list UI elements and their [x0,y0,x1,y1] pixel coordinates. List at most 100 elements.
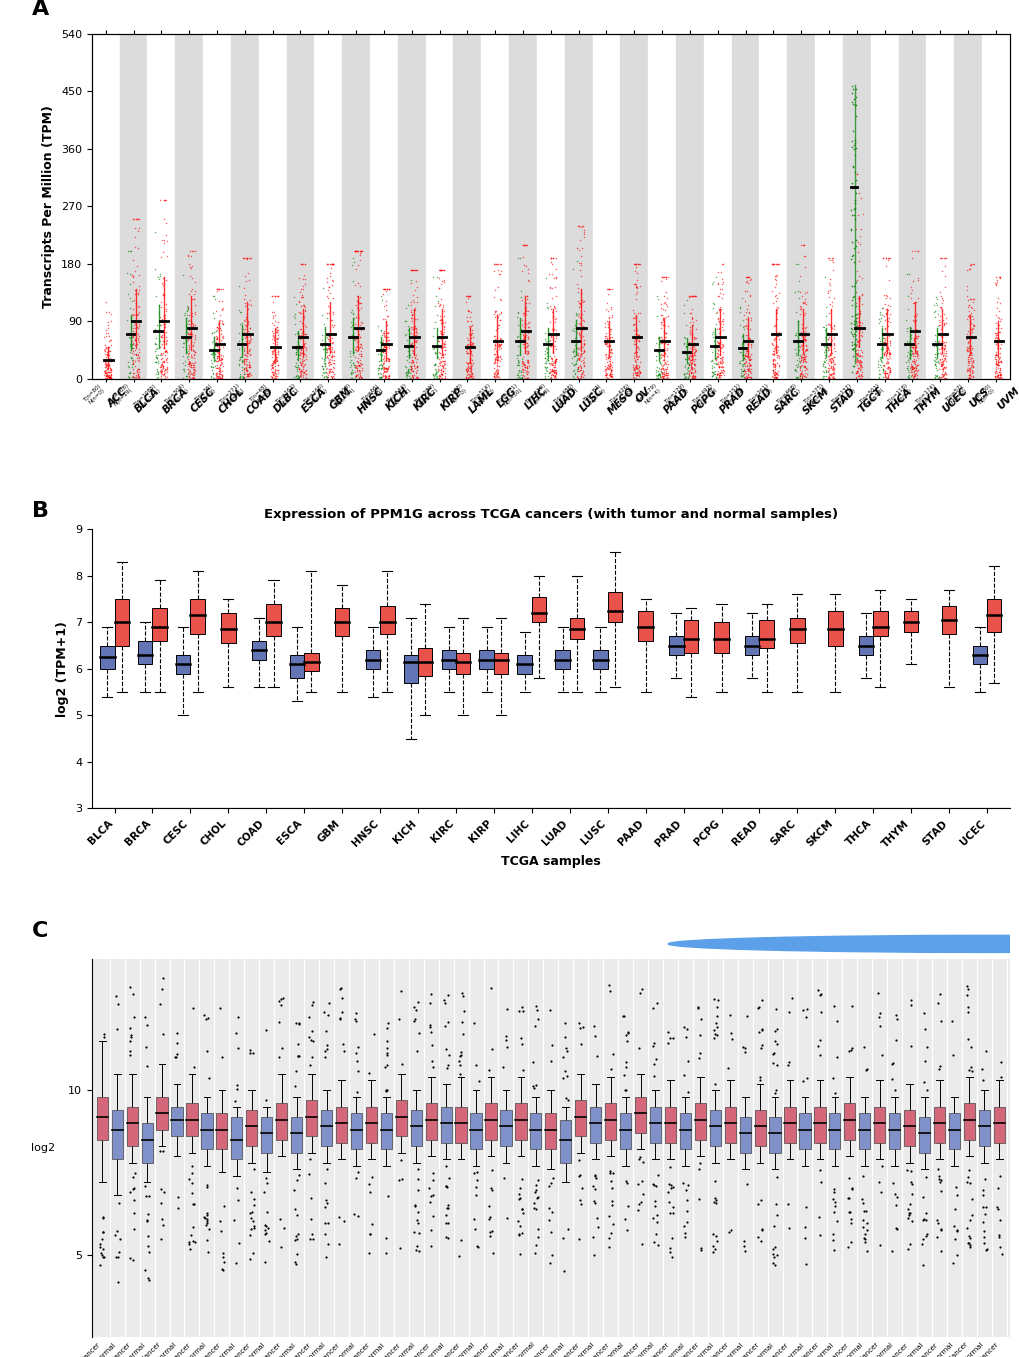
Point [876,303,893,324]
Point [128,209,145,231]
Point [879,366,896,388]
Point [571,292,587,313]
Point [489,327,505,349]
Point [765,252,782,274]
Point [629,327,645,349]
Point [930,1166,947,1187]
Point [679,1189,695,1210]
Point [460,338,476,360]
Point [794,351,810,373]
Point [344,270,361,292]
Point [266,285,282,307]
Point [959,349,975,370]
Point [597,358,613,380]
Point [875,342,892,364]
Point [932,288,949,309]
Point [377,1228,393,1250]
Point [648,1212,664,1234]
Point [844,244,860,266]
Point [546,311,562,332]
Point [378,357,394,379]
Point [150,362,166,384]
Point [847,94,863,115]
Point [157,368,173,389]
Point [408,366,424,388]
Point [436,350,452,372]
Bar [440,1107,451,1143]
Point [542,1221,558,1243]
Point [655,349,672,370]
Point [212,354,228,376]
Point [127,320,144,342]
Point [153,356,169,377]
Point [847,362,863,384]
Point [737,362,753,384]
Point [370,360,386,381]
Point [844,345,860,366]
Point [988,364,1005,385]
Point [879,337,896,358]
Point [740,339,756,361]
Point [378,1054,394,1076]
Point [204,322,220,343]
Point [513,1027,529,1049]
Point [544,1201,560,1223]
Point [490,356,506,377]
Point [877,285,894,307]
Point [514,1033,530,1054]
Point [348,240,365,262]
Point [931,366,948,388]
Point [492,349,508,370]
Point [213,1046,229,1068]
Point [157,224,173,246]
Point [240,330,257,351]
Point [147,351,163,373]
Point [851,357,867,379]
Point [849,342,865,364]
Point [737,290,753,312]
Point [316,366,332,388]
Point [315,338,331,360]
Point [318,339,334,361]
Point [184,357,201,379]
Point [819,247,836,269]
Point [520,327,536,349]
Point [545,364,561,385]
Point [928,294,945,316]
Point [183,1172,200,1194]
Point [568,349,584,370]
Point [491,346,507,368]
Point [989,327,1006,349]
Point [491,309,507,331]
Point [930,315,947,337]
Point [130,220,147,242]
Point [741,328,757,350]
Point [461,300,477,322]
Point [847,77,863,99]
Point [140,1235,156,1257]
Point [374,331,390,353]
Bar [978,1110,989,1147]
Point [935,331,952,353]
Point [575,316,591,338]
Point [156,284,172,305]
Point [962,365,978,387]
Point [654,354,671,376]
Point [157,313,173,335]
Point [750,1020,766,1042]
Point [962,342,978,364]
Point [991,337,1008,358]
Point [155,364,171,385]
Point [158,246,174,267]
Point [537,267,553,289]
Point [99,364,115,385]
Point [490,362,506,384]
Point [990,366,1007,388]
Point [435,319,451,341]
Point [236,332,253,354]
Point [821,315,838,337]
Point [840,1201,856,1223]
Point [268,322,284,343]
Point [652,330,668,351]
Point [879,356,896,377]
